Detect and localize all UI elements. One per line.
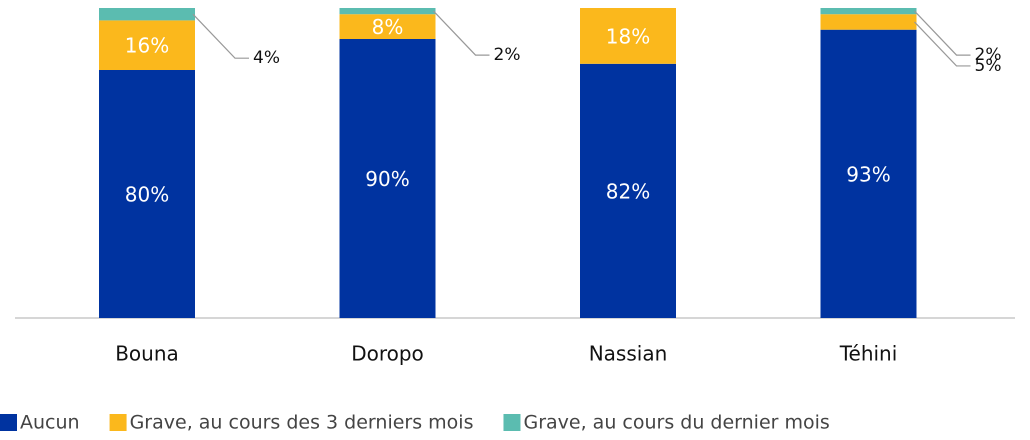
bar-segment <box>820 14 917 30</box>
bar-segment <box>580 63 676 318</box>
legend-label: Grave, au cours des 3 derniers mois <box>130 412 474 434</box>
x-tick-label: Bouna <box>115 342 179 366</box>
legend-swatch <box>503 414 521 431</box>
data-label: 5% <box>975 56 1002 76</box>
bar-segment <box>580 8 676 64</box>
bar-segment <box>99 20 195 70</box>
leader-line <box>433 10 490 56</box>
legend-swatch <box>0 414 17 431</box>
leader-line <box>192 13 249 59</box>
data-label: 4% <box>253 48 280 68</box>
legend-label: Aucun <box>20 412 80 434</box>
data-label: 18% <box>606 24 650 48</box>
bar-segment <box>820 8 917 15</box>
legend-label: Grave, au cours du dernier mois <box>523 412 829 434</box>
legend-swatch <box>109 414 127 431</box>
x-tick-label: Téhini <box>839 342 898 366</box>
bar-segment <box>99 8 195 21</box>
bar-segment <box>339 8 436 15</box>
data-label: 93% <box>846 162 890 186</box>
x-tick-label: Nassian <box>589 342 668 366</box>
leader-line <box>914 10 971 56</box>
data-label: 2% <box>494 45 521 65</box>
data-label: 82% <box>606 179 650 203</box>
data-label: 2% <box>975 45 1002 65</box>
bar-segment <box>820 29 917 318</box>
x-tick-label: Doropo <box>351 342 424 366</box>
bar-segment <box>339 14 436 39</box>
data-label: 8% <box>372 15 404 39</box>
data-label: 90% <box>365 167 409 191</box>
leader-line <box>914 21 971 67</box>
bar-segment <box>99 70 195 318</box>
data-label: 16% <box>125 34 169 58</box>
bar-segment <box>339 39 436 318</box>
data-label: 80% <box>125 183 169 207</box>
